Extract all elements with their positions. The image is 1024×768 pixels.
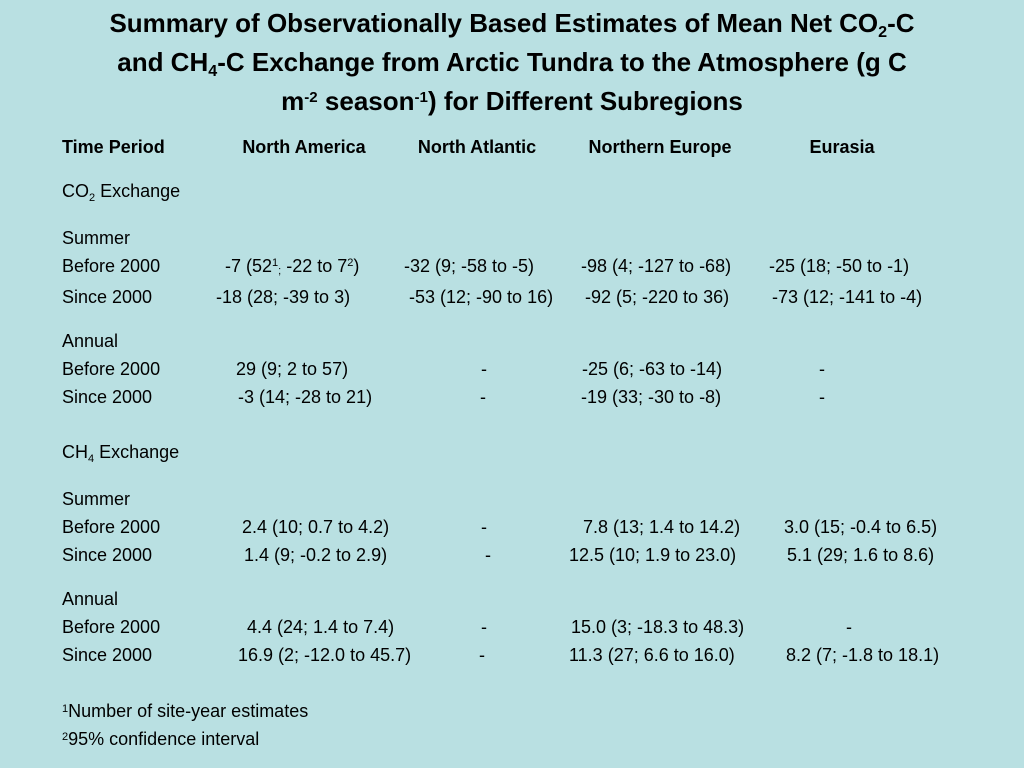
cell-co2-summer-since-eurasia: -73 (12; -141 to -4)	[772, 287, 923, 307]
header-north-america: North America	[242, 137, 366, 157]
cell-text: )	[353, 256, 360, 276]
section-label-text: CH	[62, 442, 88, 462]
header-time-period: Time Period	[62, 137, 165, 157]
cell-ch4-summer-since-north-america: 1.4 (9; -0.2 to 2.9)	[244, 545, 388, 565]
cell-ch4-annual-since-north-america: 16.9 (2; -12.0 to 45.7)	[238, 645, 412, 665]
cell-co2-annual-before-eurasia: -	[819, 359, 825, 379]
footnote-text: Number of site-year estimates	[68, 701, 309, 721]
cell-ch4-annual-before-eurasia: -	[846, 617, 852, 637]
footnote-2: 295% confidence interval	[62, 728, 259, 753]
footnote-ref: 2	[347, 257, 354, 269]
cell-text: -22 to 7	[281, 256, 348, 276]
cell-co2-summer-before-eurasia: -25 (18; -50 to -1)	[769, 256, 910, 276]
row-label-co2-annual-before: Before 2000	[62, 359, 161, 379]
section-label-text: CO	[62, 181, 89, 201]
cell-ch4-summer-before-north-america: 2.4 (10; 0.7 to 4.2)	[242, 517, 390, 537]
cell-co2-annual-before-north-atlantic: -	[481, 359, 487, 379]
header-northern-europe: Northern Europe	[588, 137, 732, 157]
cell-co2-summer-before-north-america: -7 (521; -22 to 72)	[225, 255, 359, 280]
header-north-atlantic: North Atlantic	[417, 137, 537, 157]
cell-text: ;	[278, 265, 282, 277]
cell-ch4-annual-before-north-america: 4.4 (24; 1.4 to 7.4)	[247, 617, 395, 637]
header-eurasia: Eurasia	[809, 137, 875, 157]
cell-ch4-summer-since-northern-europe: 12.5 (10; 1.9 to 23.0)	[569, 545, 737, 565]
cell-co2-annual-before-north-america: 29 (9; 2 to 57)	[236, 359, 349, 379]
cell-ch4-summer-since-eurasia: 5.1 (29; 1.6 to 8.6)	[787, 545, 935, 565]
title-line-1: Summary of Observationally Based Estimat…	[40, 4, 984, 43]
footnote-marker: 1	[62, 703, 69, 715]
page-title: Summary of Observationally Based Estimat…	[40, 4, 984, 121]
subsection-label-co2-summer: Summer	[62, 228, 131, 248]
subsection-label-ch4-summer: Summer	[62, 489, 131, 509]
footnote-marker: 2	[62, 731, 69, 743]
cell-ch4-annual-since-eurasia: 8.2 (7; -1.8 to 18.1)	[786, 645, 940, 665]
cell-ch4-summer-since-north-atlantic: -	[485, 545, 491, 565]
title-subscript: 2	[878, 23, 888, 42]
title-superscript: -2	[304, 88, 318, 106]
title-superscript: -1	[414, 88, 428, 106]
row-label-co2-annual-since: Since 2000	[62, 387, 153, 407]
cell-ch4-summer-before-northern-europe: 7.8 (13; 1.4 to 14.2)	[583, 517, 741, 537]
cell-co2-summer-before-north-atlantic: -32 (9; -58 to -5)	[404, 256, 535, 276]
row-label-ch4-annual-before: Before 2000	[62, 617, 161, 637]
footnote-text: 95% confidence interval	[68, 729, 260, 749]
section-label-ch4: CH4 Exchange	[62, 441, 179, 466]
section-label-subscript: 2	[89, 192, 96, 204]
cell-co2-annual-since-north-atlantic: -	[480, 387, 486, 407]
row-label-ch4-annual-since: Since 2000	[62, 645, 153, 665]
cell-ch4-summer-before-north-atlantic: -	[481, 517, 487, 537]
cell-co2-summer-since-north-america: -18 (28; -39 to 3)	[216, 287, 351, 307]
section-label-subscript: 4	[88, 453, 95, 465]
row-label-ch4-summer-before: Before 2000	[62, 517, 161, 537]
footnote-ref: 1	[272, 257, 279, 269]
subsection-label-co2-annual: Annual	[62, 331, 119, 351]
title-text: and CH	[117, 47, 209, 77]
cell-ch4-annual-since-north-atlantic: -	[479, 645, 485, 665]
cell-ch4-annual-before-north-atlantic: -	[481, 617, 487, 637]
cell-co2-annual-before-northern-europe: -25 (6; -63 to -14)	[582, 359, 723, 379]
title-line-3: m-2 season-1) for Different Subregions	[40, 82, 984, 121]
cell-co2-summer-since-northern-europe: -92 (5; -220 to 36)	[585, 287, 730, 307]
section-label-text: Exchange	[94, 442, 180, 462]
cell-co2-annual-since-northern-europe: -19 (33; -30 to -8)	[581, 387, 722, 407]
section-label-text: Exchange	[95, 181, 181, 201]
row-label-ch4-summer-since: Since 2000	[62, 545, 153, 565]
cell-ch4-summer-before-eurasia: 3.0 (15; -0.4 to 6.5)	[784, 517, 938, 537]
cell-co2-annual-since-eurasia: -	[819, 387, 825, 407]
title-text: Summary of Observationally Based Estimat…	[109, 8, 879, 38]
row-label-co2-summer-since: Since 2000	[62, 287, 153, 307]
row-label-co2-summer-before: Before 2000	[62, 256, 161, 276]
cell-text: -7 (52	[225, 256, 273, 276]
subsection-label-ch4-annual: Annual	[62, 589, 119, 609]
cell-co2-summer-since-north-atlantic: -53 (12; -90 to 16)	[409, 287, 554, 307]
title-subscript: 4	[208, 62, 218, 81]
cell-co2-annual-since-north-america: -3 (14; -28 to 21)	[238, 387, 373, 407]
cell-ch4-annual-before-northern-europe: 15.0 (3; -18.3 to 48.3)	[571, 617, 745, 637]
title-text: ) for Different Subregions	[427, 86, 743, 116]
title-text: -C	[887, 8, 915, 38]
title-text: season	[317, 86, 415, 116]
title-text: -C Exchange from Arctic Tundra to the At…	[217, 47, 907, 77]
section-label-co2: CO2 Exchange	[62, 180, 180, 205]
cell-co2-summer-before-northern-europe: -98 (4; -127 to -68)	[581, 256, 732, 276]
title-text: m	[281, 86, 305, 116]
footnote-1: 1Number of site-year estimates	[62, 700, 308, 725]
title-line-2: and CH4-C Exchange from Arctic Tundra to…	[40, 43, 984, 82]
cell-ch4-annual-since-northern-europe: 11.3 (27; 6.6 to 16.0)	[569, 645, 735, 665]
